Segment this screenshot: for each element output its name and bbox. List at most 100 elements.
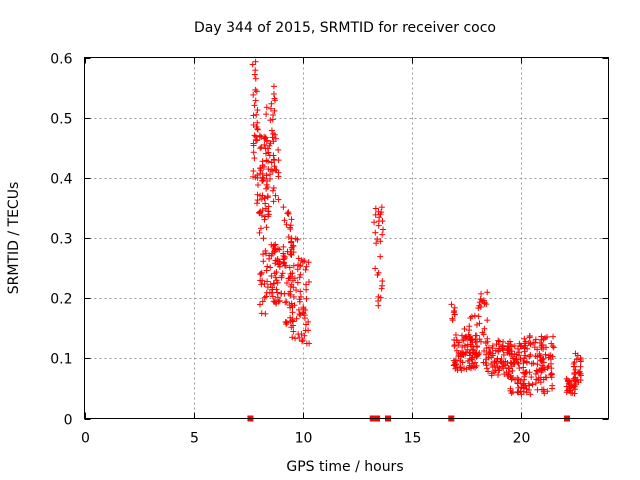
data-point <box>488 360 495 367</box>
data-point <box>254 197 261 204</box>
data-point <box>372 205 379 212</box>
data-point <box>527 341 534 348</box>
data-point <box>571 369 578 376</box>
data-point <box>570 360 577 367</box>
data-point <box>302 266 309 273</box>
data-point <box>269 187 276 194</box>
data-point <box>293 315 300 322</box>
data-point <box>275 196 282 203</box>
data-point <box>484 335 491 342</box>
data-point <box>263 185 270 192</box>
data-point <box>263 104 270 111</box>
data-point <box>485 354 492 361</box>
data-point <box>297 288 304 295</box>
data-point <box>464 341 471 348</box>
data-point <box>464 346 471 353</box>
data-point <box>272 257 279 264</box>
data-point <box>379 282 386 289</box>
data-point <box>377 238 384 245</box>
data-point <box>306 278 313 285</box>
data-point <box>373 240 380 247</box>
data-point <box>269 286 276 293</box>
x-tick-label: 15 <box>404 431 422 447</box>
data-point <box>288 246 295 253</box>
data-point <box>283 321 290 328</box>
data-point <box>298 330 305 337</box>
data-point <box>480 331 487 338</box>
data-point <box>281 255 288 262</box>
data-point <box>521 335 528 342</box>
data-point <box>253 111 260 118</box>
data-point <box>291 275 298 282</box>
data-point <box>289 334 296 341</box>
data-point <box>527 391 534 398</box>
data-point <box>468 355 475 362</box>
data-point <box>263 224 270 231</box>
data-point <box>252 97 259 104</box>
data-point <box>274 279 281 286</box>
data-point <box>455 353 462 360</box>
data-point <box>275 146 282 153</box>
data-point <box>549 385 556 392</box>
data-point <box>540 386 547 393</box>
data-point <box>263 293 270 300</box>
data-point <box>538 344 545 351</box>
data-point <box>271 270 278 277</box>
data-point <box>476 336 483 343</box>
data-point <box>290 284 297 291</box>
data-point <box>511 342 518 349</box>
data-point <box>250 140 257 147</box>
data-point <box>521 373 528 380</box>
data-point <box>269 134 276 141</box>
data-point <box>509 389 516 396</box>
data-point <box>451 343 458 350</box>
data-point <box>250 173 257 180</box>
data-point <box>449 315 456 322</box>
data-point <box>522 382 529 389</box>
data-point <box>265 211 272 218</box>
data-point <box>521 355 528 362</box>
data-point <box>523 385 530 392</box>
data-point <box>451 311 458 318</box>
data-point <box>526 334 533 341</box>
data-point <box>466 334 473 341</box>
data-point <box>268 241 275 248</box>
data-point <box>269 293 276 300</box>
data-point <box>454 367 461 374</box>
data-point <box>252 136 259 143</box>
data-point <box>268 127 275 134</box>
data-point <box>534 386 541 393</box>
data-point <box>494 355 501 362</box>
data-point <box>256 132 263 139</box>
data-point <box>280 204 287 211</box>
data-point <box>476 302 483 309</box>
data-point <box>276 263 283 270</box>
data-point <box>457 364 464 371</box>
data-point <box>299 337 306 344</box>
data-point <box>264 284 271 291</box>
data-point <box>371 219 378 226</box>
data-point <box>534 353 541 360</box>
data-point <box>505 364 512 371</box>
data-point <box>283 298 290 305</box>
data-points <box>247 58 584 422</box>
data-point <box>379 218 386 225</box>
data-point <box>283 221 290 228</box>
data-point <box>377 294 384 301</box>
data-point <box>477 338 484 345</box>
data-point <box>523 358 530 365</box>
data-point <box>448 301 455 308</box>
data-point <box>252 58 259 65</box>
data-point <box>306 340 313 347</box>
data-point <box>280 250 287 257</box>
data-point <box>257 277 264 284</box>
data-point <box>481 299 488 306</box>
y-tick-label: 0.6 <box>50 52 72 68</box>
data-point <box>504 347 511 354</box>
data-point <box>489 342 496 349</box>
data-point <box>267 264 274 271</box>
data-point <box>496 367 503 374</box>
data-point <box>271 163 278 170</box>
data-point <box>258 133 265 140</box>
data-point <box>573 378 580 385</box>
